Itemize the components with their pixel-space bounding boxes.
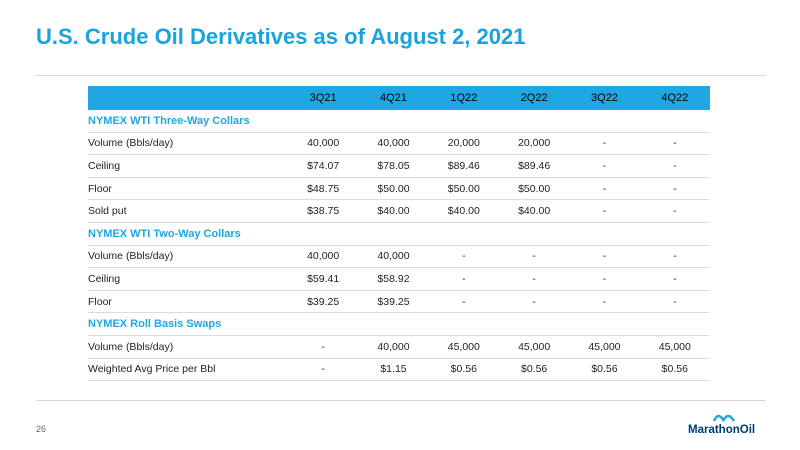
table-cell: $59.41 xyxy=(288,267,359,291)
table-cell: $40.00 xyxy=(428,199,499,223)
column-header: 4Q21 xyxy=(358,86,429,110)
table-cell: - xyxy=(288,335,359,359)
table-cell: $39.25 xyxy=(288,290,359,314)
table-cell: 45,000 xyxy=(569,335,640,359)
table-cell: $58.92 xyxy=(358,267,429,291)
row-label: Volume (Bbls/day) xyxy=(88,335,288,359)
row-label: Volume (Bbls/day) xyxy=(88,132,288,156)
table-row: Sold put $38.75 $40.00 $40.00 $40.00- - xyxy=(88,199,710,223)
page-title: U.S. Crude Oil Derivatives as of August … xyxy=(36,24,526,49)
column-header: 3Q22 xyxy=(569,86,640,110)
table-cell: - xyxy=(428,290,499,314)
table-row: Weighted Avg Price per Bbl - $1.15 $0.56 $0.… xyxy=(88,358,710,382)
table-cell: 45,000 xyxy=(428,335,499,359)
page-number: 26 xyxy=(36,424,47,434)
table-cell: - xyxy=(288,358,359,382)
row-label: Sold put xyxy=(88,199,288,223)
table-row: Floor $39.25 $39.25- - - - xyxy=(88,290,710,314)
table-cell: - xyxy=(569,132,640,156)
table-cell: $38.75 xyxy=(288,199,359,223)
table-cell: $50.00 xyxy=(428,177,499,201)
table-cell: - xyxy=(498,245,570,269)
table-row: Volume (Bbls/day) 40,000 40,000 20,000 20,00… xyxy=(88,132,710,156)
row-label: Floor xyxy=(88,177,288,201)
table-cell: 45,000 xyxy=(639,335,710,359)
section-title: NYMEX Roll Basis Swaps xyxy=(88,312,710,336)
header-row: 3Q21 4Q21 1Q22 2Q22 3Q22 4Q22 xyxy=(88,86,710,110)
table-cell: - xyxy=(498,290,570,314)
table-cell: $0.56 xyxy=(639,358,710,382)
table-cell: - xyxy=(569,177,640,201)
table-cell: $40.00 xyxy=(498,199,570,223)
logo-text: MarathonOil xyxy=(688,424,756,436)
table-cell: $0.56 xyxy=(428,358,499,382)
column-header: 2Q22 xyxy=(498,86,570,110)
table-cell: $39.25 xyxy=(358,290,429,314)
marathon-logo-icon xyxy=(712,414,736,422)
table-cell: $50.00 xyxy=(358,177,429,201)
table-cell: $50.00 xyxy=(498,177,570,201)
table-cell: $48.75 xyxy=(288,177,359,201)
table-cell: $78.05 xyxy=(358,154,429,178)
section-title: NYMEX WTI Two-Way Collars xyxy=(88,222,710,246)
table-cell: - xyxy=(639,132,710,156)
section-header-row: NYMEX Roll Basis Swaps xyxy=(88,312,710,336)
table-cell: - xyxy=(569,245,640,269)
section-header-row: NYMEX WTI Two-Way Collars xyxy=(88,222,710,246)
marathon-oil-logo: MarathonOil xyxy=(688,410,768,440)
row-label: Weighted Avg Price per Bbl xyxy=(88,358,288,382)
table-cell: 40,000 xyxy=(358,335,429,359)
table-cell: - xyxy=(498,267,570,291)
table-cell: $0.56 xyxy=(498,358,570,382)
column-header: 1Q22 xyxy=(428,86,499,110)
derivatives-table: 3Q21 4Q21 1Q22 2Q22 3Q22 4Q22 NYMEX WTI … xyxy=(88,86,710,382)
table-cell: - xyxy=(569,267,640,291)
table-row: Floor $48.75 $50.00 $50.00 $50.00- - xyxy=(88,177,710,201)
table-cell: - xyxy=(428,245,499,269)
table-cell: 20,000 xyxy=(498,132,570,156)
table-cell: 40,000 xyxy=(288,245,359,269)
table-body: NYMEX WTI Three-Way Collars Volume (Bbls/… xyxy=(88,110,710,382)
table-cell: 20,000 xyxy=(428,132,499,156)
row-label: Ceiling xyxy=(88,267,288,291)
table-row: Ceiling $74.07 $78.05 $89.46 $89.46- - xyxy=(88,154,710,178)
table-cell: - xyxy=(569,290,640,314)
header-blank xyxy=(88,86,288,110)
row-label: Volume (Bbls/day) xyxy=(88,245,288,269)
table-cell: 45,000 xyxy=(498,335,570,359)
column-header: 3Q21 xyxy=(288,86,359,110)
table-cell: - xyxy=(569,154,640,178)
table-cell: 40,000 xyxy=(288,132,359,156)
bottom-divider xyxy=(36,400,766,401)
table-cell: $89.46 xyxy=(498,154,570,178)
row-label: Ceiling xyxy=(88,154,288,178)
table-cell: - xyxy=(639,177,710,201)
table-cell: - xyxy=(639,267,710,291)
column-header: 4Q22 xyxy=(639,86,710,110)
table-cell: - xyxy=(428,267,499,291)
table-cell: $89.46 xyxy=(428,154,499,178)
table-cell: $1.15 xyxy=(358,358,429,382)
row-label: Floor xyxy=(88,290,288,314)
table-cell: $40.00 xyxy=(358,199,429,223)
table-cell: - xyxy=(639,199,710,223)
table-cell: $0.56 xyxy=(569,358,640,382)
table-row: Volume (Bbls/day) -40,000 45,000 45,000 45,0… xyxy=(88,335,710,359)
table-cell: 40,000 xyxy=(358,245,429,269)
table-cell: $74.07 xyxy=(288,154,359,178)
table-row: Volume (Bbls/day) 40,000 40,000- - - - xyxy=(88,245,710,269)
table-row: Ceiling $59.41 $58.92- - - - xyxy=(88,267,710,291)
table-cell: - xyxy=(569,199,640,223)
table-cell: 40,000 xyxy=(358,132,429,156)
section-header-row: NYMEX WTI Three-Way Collars xyxy=(88,110,710,133)
top-divider xyxy=(36,75,766,76)
table-cell: - xyxy=(639,290,710,314)
table-cell: - xyxy=(639,245,710,269)
section-title: NYMEX WTI Three-Way Collars xyxy=(88,110,710,133)
table-cell: - xyxy=(639,154,710,178)
